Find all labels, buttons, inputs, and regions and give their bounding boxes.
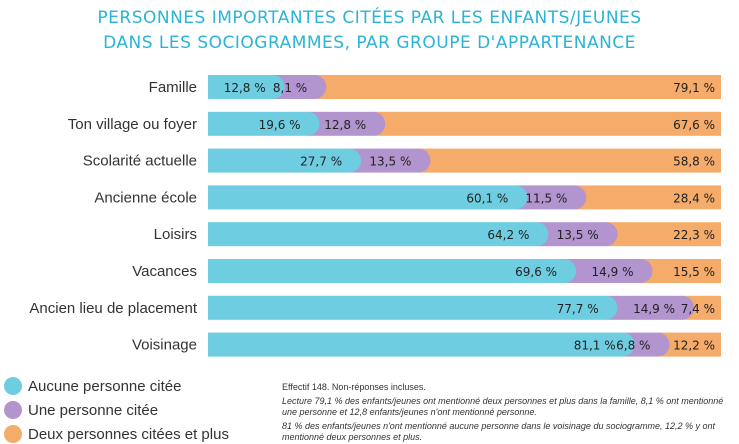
bar-ancien-lieu-de-placement-series-0 xyxy=(208,295,607,320)
value-label-scolarite-actuelle-series-2: 58,8 % xyxy=(673,155,715,169)
bar-ton-village-ou-foyer-series-2 xyxy=(374,111,721,136)
category-label-ancienne-ecole: Ancienne école xyxy=(94,189,197,206)
bar-cap-ton-village-ou-foyer-series-0 xyxy=(307,111,320,136)
category-label-famille: Famille xyxy=(149,79,197,96)
value-label-ancien-lieu-de-placement-series-0: 77,7 % xyxy=(557,302,599,316)
legend-label-une: Une personne citée xyxy=(28,401,159,419)
legend-item-deux: Deux personnes citées et plus xyxy=(4,425,229,443)
chart-subtitle: dans les sociogrammes, par groupe d'appa… xyxy=(103,33,636,53)
note-lecture-2-wrap: 81 % des enfants/jeunes n'ont mentionné … xyxy=(282,421,732,443)
value-label-scolarite-actuelle-series-0: 27,7 % xyxy=(300,155,342,169)
note-effectif: Effectif 148. Non-réponses incluses. xyxy=(282,382,426,392)
bar-cap-ton-village-ou-foyer-series-1 xyxy=(373,111,386,136)
value-label-famille-series-1: 8,1 % xyxy=(273,81,307,95)
value-label-ton-village-ou-foyer-series-1: 12,8 % xyxy=(324,118,366,132)
category-label-loisirs: Loisirs xyxy=(154,226,197,243)
value-label-ton-village-ou-foyer-series-0: 19,6 % xyxy=(259,118,301,132)
legend-swatch-une xyxy=(4,401,22,419)
bar-cap-ancien-lieu-de-placement-series-0 xyxy=(605,295,618,320)
category-label-scolarite-actuelle: Scolarité actuelle xyxy=(83,153,197,170)
bar-vacances-series-1 xyxy=(565,259,642,283)
bar-cap-scolarite-actuelle-series-0 xyxy=(349,148,362,173)
bar-cap-famille-series-1 xyxy=(314,75,327,99)
bar-cap-ancienne-ecole-series-1 xyxy=(574,185,587,210)
bar-cap-vacances-series-0 xyxy=(564,259,577,283)
bar-famille-series-0 xyxy=(208,75,274,99)
bar-vacances-series-0 xyxy=(208,259,566,283)
category-label-ton-village-ou-foyer: Ton village ou foyer xyxy=(68,116,197,133)
bar-loisirs-series-1 xyxy=(537,222,607,247)
bar-vacances-series-2 xyxy=(641,259,721,283)
bar-loisirs-series-0 xyxy=(208,222,538,247)
legend-label-deux: Deux personnes citées et plus xyxy=(28,425,229,443)
note-lecture-1: Lecture 79,1 % des enfants/jeunes ont me… xyxy=(282,396,724,417)
value-label-famille-series-2: 79,1 % xyxy=(673,81,715,95)
bar-cap-famille-series-0 xyxy=(272,75,285,99)
value-label-scolarite-actuelle-series-1: 13,5 % xyxy=(369,155,411,169)
value-label-ancien-lieu-de-placement-series-1: 14,9 % xyxy=(633,302,675,316)
value-label-voisinage-series-2: 12,2 % xyxy=(673,339,715,353)
bar-cap-vacances-series-1 xyxy=(640,259,653,283)
bar-cap-ancien-lieu-de-placement-series-1 xyxy=(682,295,695,320)
bar-cap-scolarite-actuelle-series-1 xyxy=(418,148,431,173)
value-label-loisirs-series-2: 22,3 % xyxy=(673,228,715,242)
note-lecture-2: 81 % des enfants/jeunes n'ont mentionné … xyxy=(282,421,716,442)
bar-ton-village-ou-foyer-series-0 xyxy=(208,111,309,136)
value-label-voisinage-series-1: 6,8 % xyxy=(616,339,650,353)
note-lecture-1-wrap: Lecture 79,1 % des enfants/jeunes ont me… xyxy=(282,396,732,418)
value-label-famille-series-0: 12,8 % xyxy=(224,81,266,95)
value-label-ton-village-ou-foyer-series-2: 67,6 % xyxy=(673,118,715,132)
value-label-ancienne-ecole-series-1: 11,5 % xyxy=(525,191,567,205)
value-label-ancien-lieu-de-placement-series-2: 7,4 % xyxy=(681,302,715,316)
legend-item-une: Une personne citée xyxy=(4,401,158,419)
value-label-ancienne-ecole-series-2: 28,4 % xyxy=(673,191,715,205)
bar-cap-voisinage-series-1 xyxy=(657,332,670,357)
legend-item-aucune: Aucune personne citée xyxy=(4,377,181,395)
legend-swatch-deux xyxy=(4,425,22,443)
bar-ancien-lieu-de-placement-series-1 xyxy=(606,295,684,320)
value-label-loisirs-series-1: 13,5 % xyxy=(557,228,599,242)
category-label-vacances: Vacances xyxy=(132,263,197,280)
value-label-vacances-series-0: 69,6 % xyxy=(515,265,557,279)
bar-ancienne-ecole-series-2 xyxy=(575,185,721,210)
bar-scolarite-actuelle-series-0 xyxy=(208,148,351,173)
bar-scolarite-actuelle-series-2 xyxy=(419,148,721,173)
bar-voisinage-series-0 xyxy=(208,332,624,357)
category-label-voisinage: Voisinage xyxy=(132,337,197,354)
value-label-voisinage-series-0: 81,1 % xyxy=(574,339,616,353)
stacked-bar-chart: Famille 12,8 % 8,1 % 79,1 % Ton village ou f… xyxy=(29,75,721,357)
value-label-vacances-series-1: 14,9 % xyxy=(592,265,634,279)
bar-cap-loisirs-series-1 xyxy=(605,222,618,247)
value-label-loisirs-series-0: 64,2 % xyxy=(487,228,529,242)
chart-title: Personnes importantes citées par les enf… xyxy=(97,8,642,28)
bar-cap-voisinage-series-0 xyxy=(622,332,635,357)
value-label-vacances-series-2: 15,5 % xyxy=(673,265,715,279)
bar-cap-ancienne-ecole-series-0 xyxy=(515,185,528,210)
bar-cap-loisirs-series-0 xyxy=(536,222,549,247)
legend-swatch-aucune xyxy=(4,377,22,395)
bar-famille-series-2 xyxy=(315,75,721,99)
value-label-ancienne-ecole-series-0: 60,1 % xyxy=(466,191,508,205)
bar-loisirs-series-2 xyxy=(606,222,721,247)
bar-scolarite-actuelle-series-1 xyxy=(350,148,420,173)
bar-ancienne-ecole-series-0 xyxy=(208,185,517,210)
category-label-ancien-lieu-de-placement: Ancien lieu de placement xyxy=(29,300,197,317)
legend-label-aucune: Aucune personne citée xyxy=(28,377,182,395)
